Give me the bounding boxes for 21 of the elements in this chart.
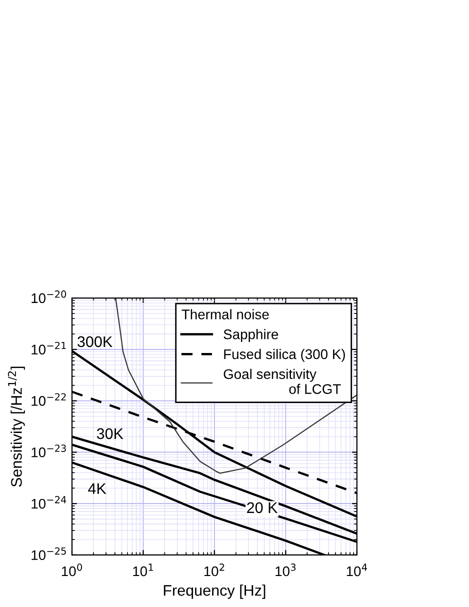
y-tick-label: 10$^{−21}$ xyxy=(32,342,66,354)
annotation: 30K xyxy=(96,428,124,440)
x-tick-label: 10$^{4}$ xyxy=(346,564,368,576)
y-tick-label: 10$^{−20}$ xyxy=(32,290,66,304)
y-axis-title: Sensitivity [/Hz$^{1/2}$] xyxy=(8,366,25,487)
annotation: 4K xyxy=(88,483,106,494)
legend-label: Goal sensitivity of LCGT xyxy=(224,368,341,394)
x-tick-label: 10$^{0}$ xyxy=(62,564,82,576)
x-axis-title: Frequency [Hz] xyxy=(164,584,266,599)
legend-label: Sapphire xyxy=(224,329,278,342)
legend-title: Thermal noise xyxy=(182,309,269,320)
annotation: 300K xyxy=(78,336,112,348)
y-tick-label: 10$^{−25}$ xyxy=(32,547,66,560)
y-tick-label: 10$^{−24}$ xyxy=(32,496,66,509)
y-tick-label: 10$^{−22}$ xyxy=(32,393,66,406)
legend-label: Fused silica (300 K) xyxy=(224,348,345,362)
x-tick-label: 10$^{2}$ xyxy=(204,564,224,576)
x-tick-label: 10$^{1}$ xyxy=(133,564,153,576)
y-tick-label: 10$^{−23}$ xyxy=(32,444,66,458)
x-tick-label: 10$^{3}$ xyxy=(276,564,296,576)
annotation: 20 K xyxy=(247,502,278,514)
